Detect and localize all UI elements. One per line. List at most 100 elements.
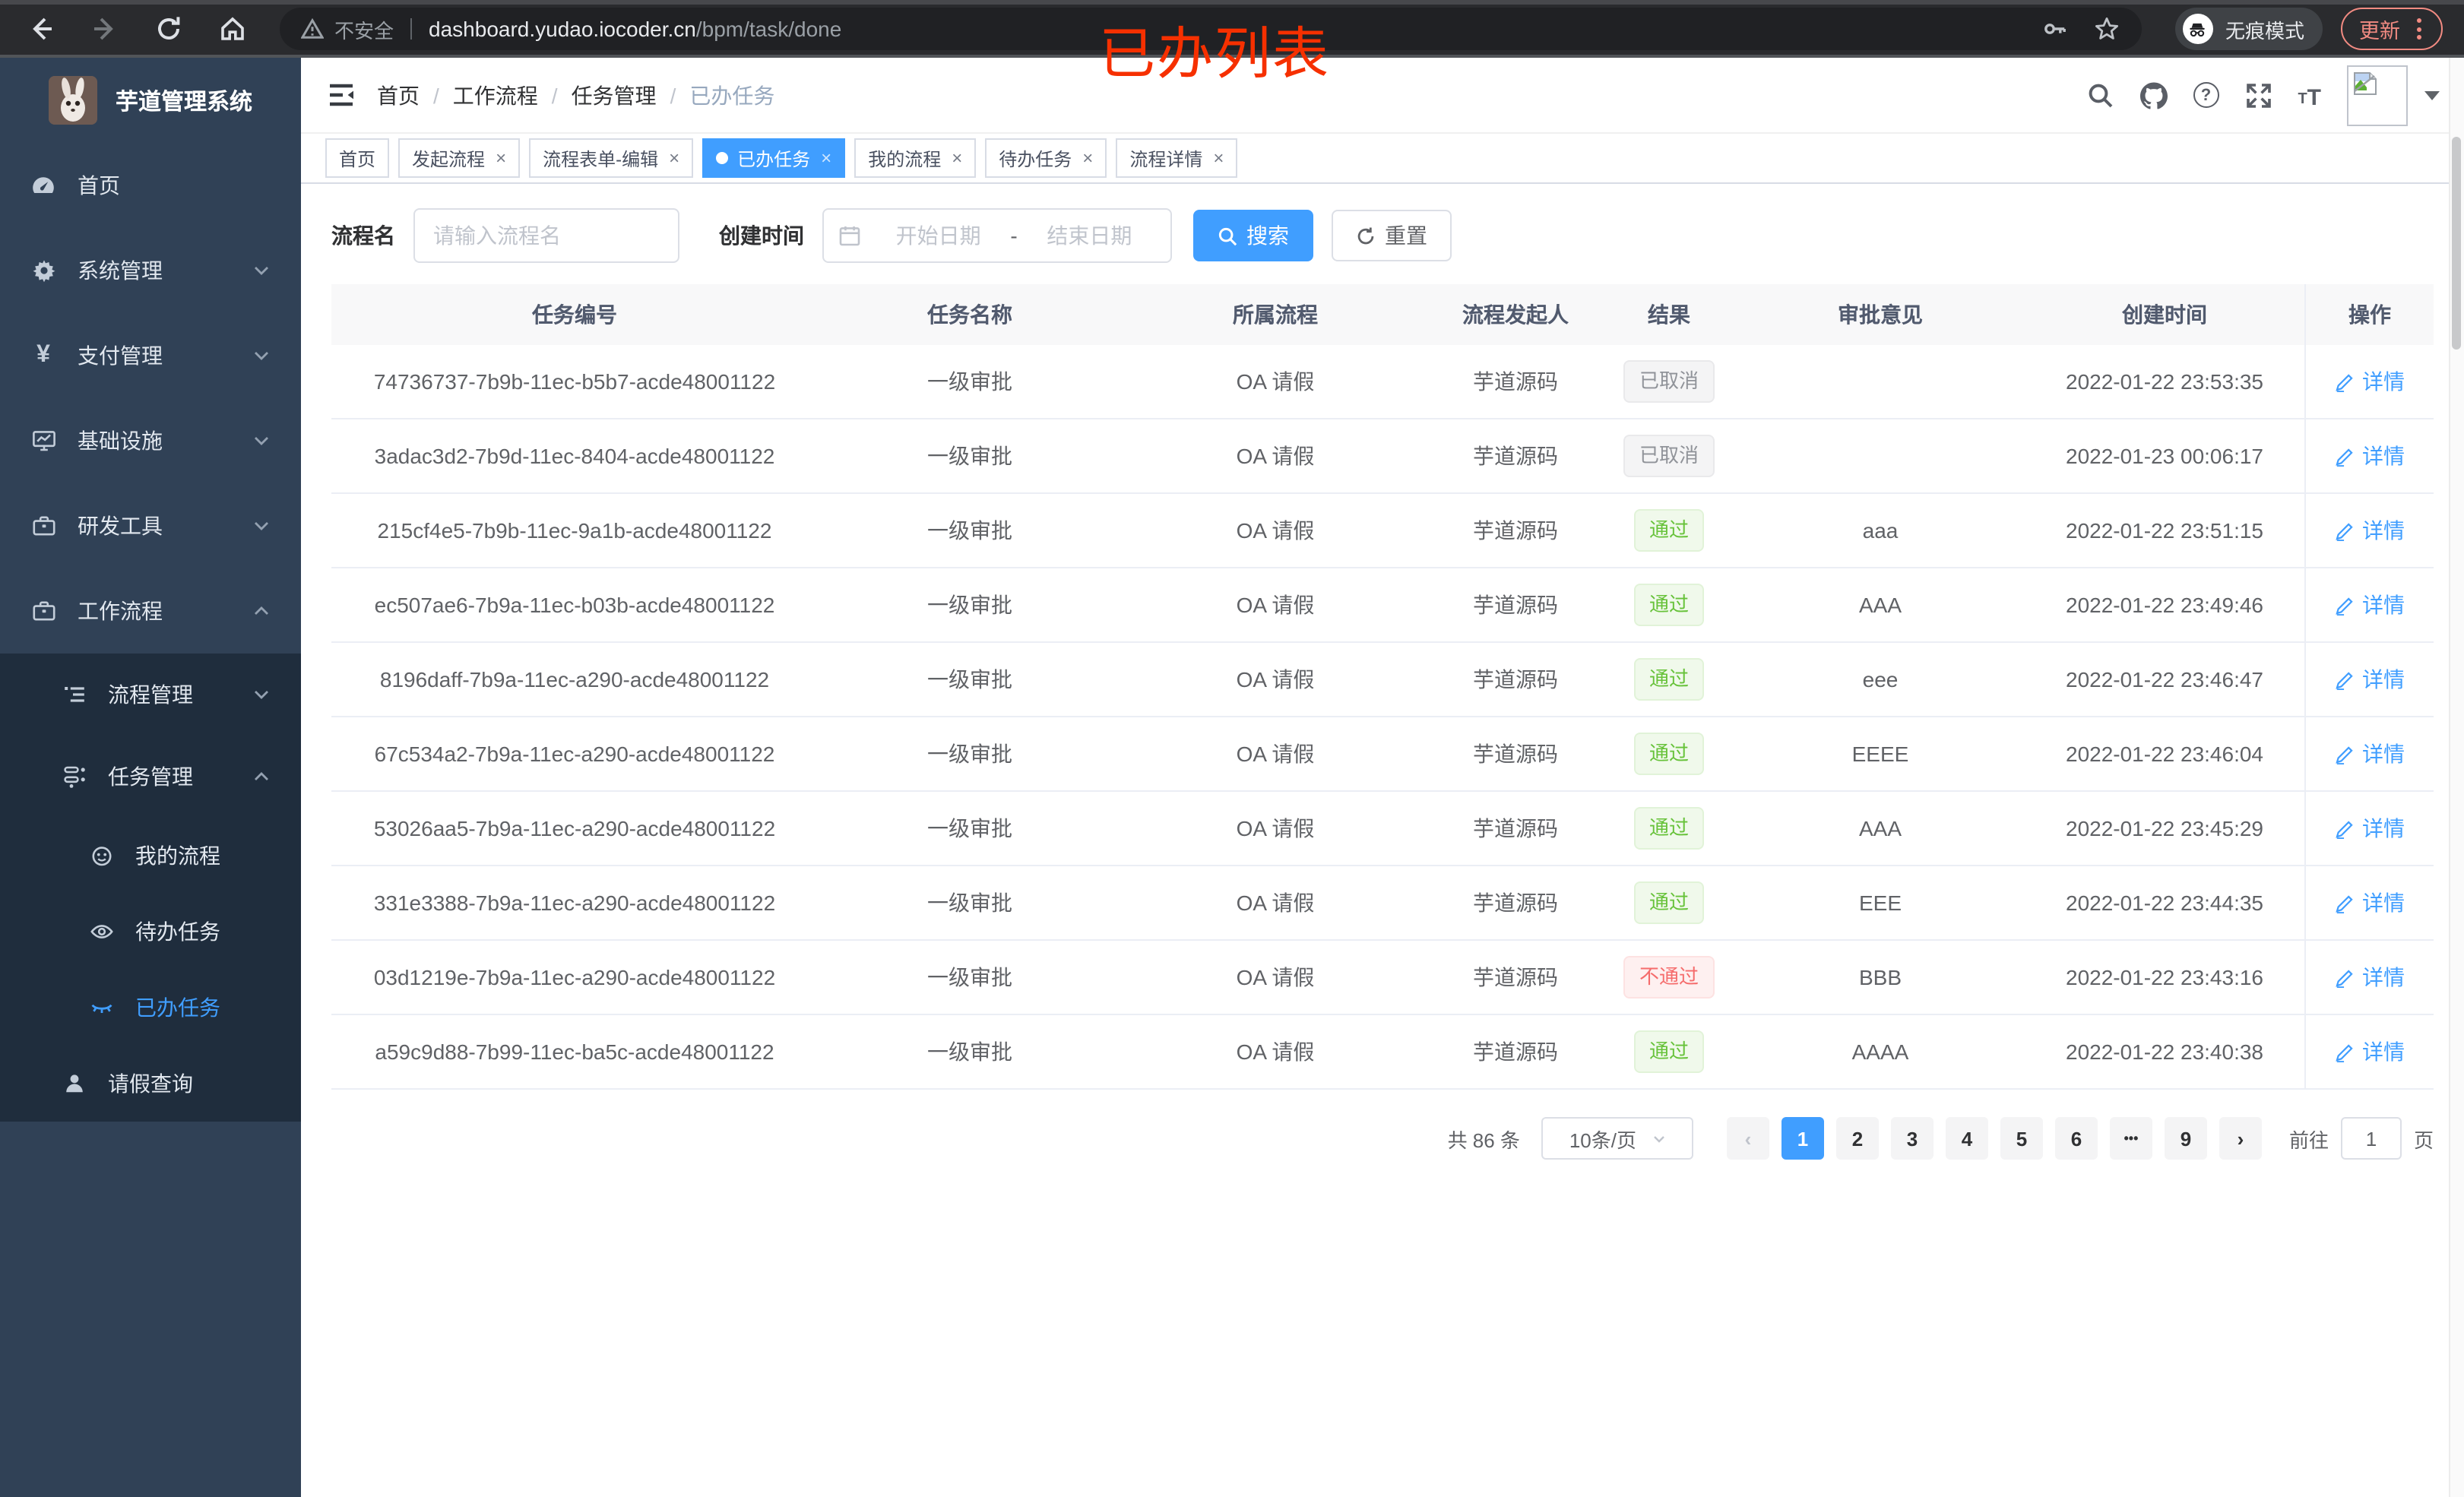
page-size-value: 10条/页 <box>1569 1128 1636 1151</box>
create-time-cell: 2022-01-22 23:49:46 <box>2066 593 2263 617</box>
scrollbar[interactable] <box>2449 58 2464 1497</box>
github-icon[interactable] <box>2139 81 2168 109</box>
result-badge: 通过 <box>1633 881 1704 924</box>
close-tab-icon[interactable]: × <box>821 147 832 169</box>
process-name-input[interactable] <box>413 208 679 263</box>
face-icon <box>88 843 114 869</box>
url-path[interactable]: /bpm/task/done <box>695 17 842 41</box>
search-button-icon <box>1218 226 1237 245</box>
tab-发起流程[interactable]: 发起流程 × <box>398 138 521 178</box>
close-tab-icon[interactable]: × <box>496 147 507 169</box>
browser-reload-icon[interactable] <box>154 14 184 44</box>
search-button[interactable]: 搜索 <box>1193 210 1313 261</box>
action-cell: 详情 <box>2304 345 2434 418</box>
breadcrumb-item-首页[interactable]: 首页 <box>377 83 420 107</box>
sidebar-item-研发工具[interactable]: 研发工具 <box>0 483 301 568</box>
sidebar-item-首页[interactable]: 首页 <box>0 143 301 228</box>
detail-link-label: 详情 <box>2362 444 2405 468</box>
breadcrumb-item-工作流程[interactable]: 工作流程 <box>452 83 538 107</box>
page-button-1[interactable]: 1 <box>1781 1117 1824 1160</box>
sidebar-item-基础设施[interactable]: 基础设施 <box>0 398 301 483</box>
close-tab-icon[interactable]: × <box>1213 147 1224 169</box>
page-button-9[interactable]: 9 <box>2164 1117 2207 1160</box>
fullscreen-icon[interactable] <box>2244 81 2272 109</box>
browser-forward-icon[interactable] <box>90 14 120 44</box>
detail-link[interactable]: 详情 <box>2335 1037 2405 1067</box>
reset-button[interactable]: 重置 <box>1332 210 1452 261</box>
result-cell: 通过 <box>1602 866 1736 939</box>
detail-link[interactable]: 详情 <box>2335 590 2405 620</box>
user-avatar[interactable] <box>2347 65 2408 125</box>
tab-流程表单-编辑[interactable]: 流程表单-编辑 × <box>529 138 694 178</box>
help-icon[interactable]: ? <box>2193 82 2219 108</box>
close-tab-icon[interactable]: × <box>952 147 963 169</box>
sidebar-item-我的流程[interactable]: 我的流程 <box>0 818 301 894</box>
chevron-down-icon <box>252 685 271 704</box>
detail-link[interactable]: 详情 <box>2335 664 2405 695</box>
active-tab-dot <box>716 152 729 164</box>
detail-link[interactable]: 详情 <box>2335 962 2405 992</box>
sidebar-item-支付管理[interactable]: ¥ 支付管理 <box>0 313 301 398</box>
sidebar-item-流程管理[interactable]: 流程管理 <box>0 654 301 736</box>
security-label[interactable]: 不安全 <box>334 19 394 42</box>
browser-home-icon[interactable] <box>217 14 248 44</box>
avatar-dropdown-caret[interactable] <box>2424 90 2440 100</box>
detail-link-label: 详情 <box>2362 742 2405 766</box>
detail-link[interactable]: 详情 <box>2335 366 2405 397</box>
tab-流程详情[interactable]: 流程详情 × <box>1116 138 1238 178</box>
bookmark-star-icon[interactable] <box>2093 15 2120 43</box>
task-id-cell: ec507ae6-7b9a-11ec-b03b-acde48001122 <box>374 593 775 617</box>
table-row: ec507ae6-7b9a-11ec-b03b-acde48001122 一级审批… <box>331 568 2434 643</box>
page-ellipsis-button[interactable]: ••• <box>2109 1117 2152 1160</box>
create-time-cell: 2022-01-22 23:51:15 <box>2066 518 2263 543</box>
breadcrumb-item-任务管理[interactable]: 任务管理 <box>571 83 657 107</box>
detail-link[interactable]: 详情 <box>2335 888 2405 918</box>
tab-待办任务[interactable]: 待办任务 × <box>985 138 1107 178</box>
sidebar-item-任务管理[interactable]: 任务管理 <box>0 736 301 818</box>
scrollbar-thumb[interactable] <box>2452 137 2461 350</box>
date-range-picker[interactable]: 开始日期 - 结束日期 <box>822 208 1172 263</box>
url-host[interactable]: dashboard.yudao.iocoder.cn <box>429 17 696 41</box>
close-tab-icon[interactable]: × <box>1082 147 1094 169</box>
tab-label: 发起流程 <box>412 148 486 169</box>
gear-icon <box>30 258 56 283</box>
url-bar[interactable]: 不安全 dashboard.yudao.iocoder.cn/bpm/task/… <box>280 8 2142 50</box>
detail-link[interactable]: 详情 <box>2335 515 2405 546</box>
task-name-cell: 一级审批 <box>927 593 1012 617</box>
sidebar-item-工作流程[interactable]: 工作流程 <box>0 568 301 654</box>
close-tab-icon[interactable]: × <box>669 147 680 169</box>
page-button-2[interactable]: 2 <box>1835 1117 1879 1160</box>
result-badge: 已取消 <box>1623 435 1714 477</box>
page-button-3[interactable]: 3 <box>1890 1117 1934 1160</box>
search-icon[interactable] <box>2086 81 2114 109</box>
filter-form: 流程名 创建时间 开始日期 - 结束日期 <box>331 208 2434 263</box>
update-button[interactable]: 更新 <box>2341 8 2443 50</box>
sidebar-item-待办任务[interactable]: 待办任务 <box>0 894 301 970</box>
page-button-6[interactable]: 6 <box>2054 1117 2098 1160</box>
tab-我的流程[interactable]: 我的流程 × <box>854 138 977 178</box>
sidebar-item-请假查询[interactable]: 请假查询 <box>0 1046 301 1122</box>
key-icon[interactable] <box>2041 15 2069 43</box>
page-button-5[interactable]: 5 <box>2000 1117 2043 1160</box>
tab-已办任务[interactable]: 已办任务 × <box>702 138 846 178</box>
detail-link[interactable]: 详情 <box>2335 739 2405 769</box>
browser-menu-icon[interactable] <box>2414 15 2424 43</box>
prev-page-button[interactable]: ‹ <box>1726 1117 1769 1160</box>
browser-back-icon[interactable] <box>26 14 56 44</box>
detail-link[interactable]: 详情 <box>2335 441 2405 471</box>
next-page-button[interactable]: › <box>2219 1117 2262 1160</box>
page-button-4[interactable]: 4 <box>1945 1117 1988 1160</box>
task-id-cell: 8196daff-7b9a-11ec-a290-acde48001122 <box>379 667 770 692</box>
sidebar-item-系统管理[interactable]: 系统管理 <box>0 228 301 313</box>
hamburger-icon[interactable] <box>327 81 356 109</box>
breadcrumb-separator: / <box>670 83 676 107</box>
goto-page-input[interactable] <box>2340 1117 2402 1160</box>
tab-首页[interactable]: 首页 <box>325 138 390 178</box>
table-row: 03d1219e-7b9a-11ec-a290-acde48001122 一级审批… <box>331 941 2434 1015</box>
sidebar-item-已办任务[interactable]: 已办任务 <box>0 970 301 1046</box>
page-size-select[interactable]: 10条/页 <box>1541 1117 1693 1160</box>
detail-link[interactable]: 详情 <box>2335 813 2405 843</box>
sidebar-logo[interactable]: 芋道管理系统 <box>0 58 301 143</box>
edit-pen-icon <box>2335 669 2355 689</box>
